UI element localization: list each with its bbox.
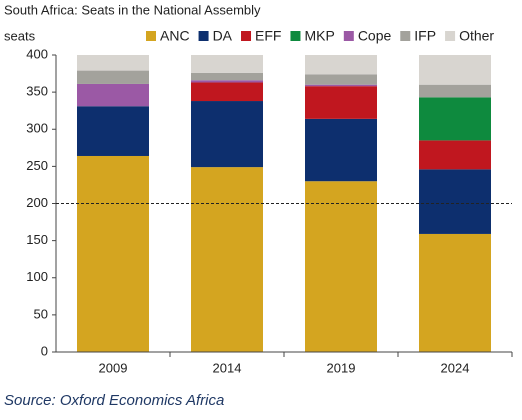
legend-label: MKP [304, 28, 334, 44]
bar-segment [77, 70, 149, 84]
y-tick-label: 0 [41, 343, 48, 358]
bar-segment [191, 101, 263, 168]
bar-segment [77, 155, 149, 352]
bar-segment [305, 86, 377, 119]
bar-segment [305, 74, 377, 85]
bar-segment [419, 140, 491, 170]
bar-segment [191, 82, 263, 102]
x-tick-label: 2019 [327, 360, 356, 375]
bar-segment [77, 55, 149, 71]
bar-segment [305, 181, 377, 352]
legend-label: IFP [414, 28, 436, 44]
x-tick-label: 2024 [441, 360, 470, 375]
bar-segment [305, 118, 377, 182]
y-axis-label: seats [4, 28, 36, 43]
bar-segment [419, 55, 491, 85]
bar-segment [77, 83, 149, 107]
bar-segment [419, 233, 491, 352]
x-tick-label: 2009 [99, 360, 128, 375]
y-tick-label: 300 [26, 121, 48, 136]
bar-segment [191, 55, 263, 73]
bar-segment [419, 97, 491, 141]
y-tick-label: 50 [34, 306, 48, 321]
legend-swatch [146, 31, 156, 41]
legend-swatch [400, 31, 411, 41]
y-tick-label: 350 [26, 84, 48, 99]
bar-segment [191, 80, 263, 83]
y-tick-label: 200 [26, 195, 48, 210]
legend-swatch [343, 31, 354, 41]
chart-title: South Africa: Seats in the National Asse… [4, 2, 261, 17]
y-tick-label: 100 [26, 269, 48, 284]
bar-segment [305, 84, 377, 87]
y-tick-label: 250 [26, 158, 48, 173]
bar-segment [191, 72, 263, 81]
source: Source: Oxford Economics Africa [4, 392, 224, 409]
bar-segment [419, 169, 491, 234]
legend-label: ANC [160, 28, 190, 44]
bar-segment [419, 84, 491, 98]
y-tick-label: 150 [26, 232, 48, 247]
bar-segment [305, 55, 377, 75]
legend-label: DA [213, 28, 233, 44]
bar-segment [191, 167, 263, 352]
legend-swatch [241, 31, 252, 41]
x-tick-label: 2014 [213, 360, 242, 375]
y-tick-label: 400 [26, 46, 48, 61]
legend-swatch [290, 31, 301, 41]
bar-segment [77, 106, 149, 156]
legend-label: EFF [255, 28, 281, 44]
legend-label: Cope [358, 28, 392, 44]
legend-swatch [445, 31, 456, 41]
legend-swatch [198, 31, 209, 41]
legend-label: Other [459, 28, 494, 44]
